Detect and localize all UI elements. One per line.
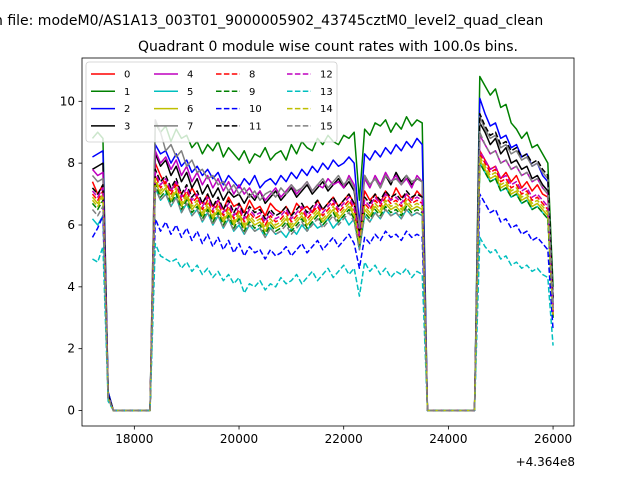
legend-entry-12: 12 <box>287 70 333 81</box>
series-line-10 <box>91 193 554 412</box>
x-offset-label: +4.364e8 <box>516 455 575 469</box>
series-layer <box>91 75 554 412</box>
legend-label: 1 <box>124 87 130 98</box>
legend-label: 5 <box>187 87 193 98</box>
legend-label: 2 <box>124 104 130 115</box>
y-axis: 0 2 4 6 8 10 <box>60 94 82 418</box>
legend-entry-14: 14 <box>287 104 333 115</box>
y-tick-label: 8 <box>67 156 75 170</box>
series-line-13 <box>92 236 554 412</box>
y-tick-label: 0 <box>67 404 75 418</box>
legend-label: 12 <box>320 70 333 81</box>
legend-entry-7: 7 <box>154 121 193 132</box>
legend-label: 9 <box>249 87 255 98</box>
plot-frame <box>81 57 575 427</box>
chart-title: Quadrant 0 module wise count rates with … <box>138 39 518 55</box>
y-tick-label: 10 <box>60 94 75 108</box>
legend-label: 4 <box>187 70 193 81</box>
legend-label: 13 <box>320 87 333 98</box>
legend-entry-4: 4 <box>154 70 193 81</box>
figure-suptitle: n file: modeM0/AS1A13_003T01_9000005902_… <box>0 13 543 29</box>
legend-label: 14 <box>320 104 333 115</box>
legend-entry-11: 11 <box>216 121 262 132</box>
legend-label: 11 <box>249 121 262 132</box>
y-tick-label: 6 <box>67 218 75 232</box>
legend-label: 15 <box>320 121 333 132</box>
legend-entry-9: 9 <box>216 87 255 98</box>
legend-label: 0 <box>124 70 130 81</box>
legend-label: 7 <box>187 121 193 132</box>
legend-label: 8 <box>249 70 255 81</box>
x-tick-label: 22000 <box>325 432 363 446</box>
legend-label: 3 <box>124 121 130 132</box>
x-tick-label: 20000 <box>220 432 258 446</box>
y-tick-label: 4 <box>67 280 75 294</box>
legend-entry-8: 8 <box>216 70 255 81</box>
legend-label: 6 <box>187 104 193 115</box>
legend-entry-2: 2 <box>91 104 130 115</box>
legend-entry-5: 5 <box>154 87 193 98</box>
legend-label: 10 <box>249 104 262 115</box>
x-tick-label: 18000 <box>115 432 153 446</box>
legend-entry-3: 3 <box>91 121 130 132</box>
x-tick-label: 24000 <box>429 432 467 446</box>
series-line-15 <box>91 131 554 412</box>
legend-entry-13: 13 <box>287 87 333 98</box>
x-tick-label: 26000 <box>534 432 572 446</box>
legend-entry-0: 0 <box>91 70 130 81</box>
y-tick-label: 2 <box>67 342 75 356</box>
legend-entry-1: 1 <box>91 87 130 98</box>
series-line-6 <box>91 159 554 412</box>
x-axis: 18000 20000 22000 24000 26000 <box>115 426 572 446</box>
legend-entry-15: 15 <box>287 121 333 132</box>
legend-box <box>85 61 338 143</box>
legend-entry-6: 6 <box>154 104 193 115</box>
legend-entry-10: 10 <box>216 104 262 115</box>
